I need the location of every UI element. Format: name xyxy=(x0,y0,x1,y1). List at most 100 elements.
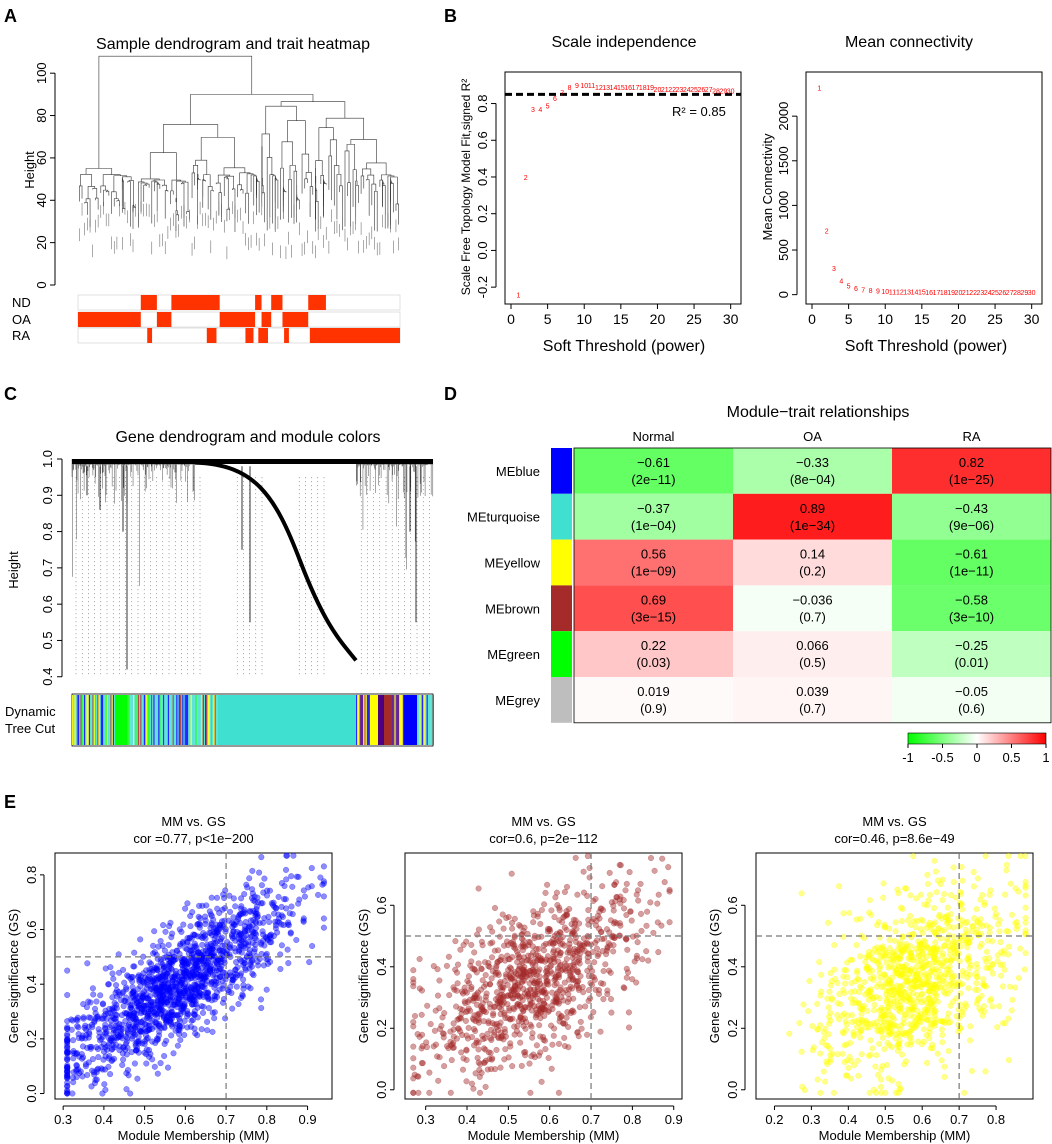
dendrogram-branch xyxy=(333,165,340,206)
data-point xyxy=(538,907,545,914)
data-point xyxy=(836,883,843,890)
data-point xyxy=(89,1056,96,1063)
heatmap-cell-value: 0.019 xyxy=(637,684,670,699)
data-point xyxy=(238,895,245,902)
data-point xyxy=(983,948,990,955)
heatmap-cell-pvalue: (0.01) xyxy=(955,655,989,670)
module-color-segment xyxy=(165,695,167,745)
data-point xyxy=(162,964,169,971)
data-point xyxy=(943,957,950,964)
data-point xyxy=(131,1060,138,1067)
data-point xyxy=(580,868,587,875)
data-point xyxy=(123,1070,130,1077)
module-color-segment xyxy=(170,695,172,745)
data-point xyxy=(883,988,890,995)
data-point xyxy=(500,925,507,932)
module-color-segment xyxy=(203,695,206,745)
power-point-label: 5 xyxy=(847,284,851,291)
data-point xyxy=(120,1003,127,1010)
dendrogram-branch xyxy=(153,179,165,186)
data-point xyxy=(120,1056,127,1063)
power-point-label: 1 xyxy=(817,86,821,93)
dendrogram-branch xyxy=(382,185,386,229)
data-point xyxy=(171,1001,178,1008)
y-tick-label: 0.2 xyxy=(374,1019,389,1037)
data-point xyxy=(476,1011,483,1018)
data-point xyxy=(138,1010,145,1017)
heatmap-column-label: RA xyxy=(962,429,980,444)
data-point xyxy=(116,1043,123,1050)
data-point xyxy=(585,907,592,914)
heatmap-row-label: MEbrown xyxy=(485,601,540,616)
trait-band-oa xyxy=(261,312,272,327)
data-point xyxy=(996,928,1003,935)
data-point xyxy=(865,987,872,994)
data-point xyxy=(431,1027,438,1034)
data-point xyxy=(410,1055,417,1062)
data-point xyxy=(64,1024,71,1031)
data-point xyxy=(537,1033,544,1040)
data-point xyxy=(445,953,452,960)
data-point xyxy=(822,1078,829,1085)
data-point xyxy=(237,911,244,918)
data-point xyxy=(187,913,194,920)
data-point xyxy=(526,1060,533,1067)
dendrogram-branch xyxy=(315,160,323,176)
data-point xyxy=(555,931,562,938)
data-point xyxy=(206,966,213,973)
data-point xyxy=(977,896,984,903)
panel-b-left-title: Scale independence xyxy=(551,34,696,51)
data-point xyxy=(105,1010,112,1017)
data-point xyxy=(843,1072,850,1079)
y-tick-label: 1000 xyxy=(776,191,791,220)
data-point xyxy=(98,1015,105,1022)
data-point xyxy=(978,940,985,947)
heatmap-cell-value: 0.89 xyxy=(800,501,825,516)
data-point xyxy=(1022,919,1029,926)
data-point xyxy=(624,946,631,953)
trait-label-oa: OA xyxy=(12,312,31,327)
power-point-label: 2 xyxy=(524,175,528,182)
dendrogram-branch xyxy=(280,101,346,119)
data-point xyxy=(416,1033,423,1040)
data-point xyxy=(264,892,271,899)
data-point xyxy=(924,871,931,878)
data-point xyxy=(111,999,118,1006)
data-point xyxy=(889,992,896,999)
data-point xyxy=(110,975,117,982)
data-point xyxy=(881,1046,888,1053)
data-point xyxy=(163,1014,170,1021)
dendrogram-branch xyxy=(156,183,161,189)
data-point xyxy=(1017,945,1024,952)
data-point xyxy=(625,969,632,976)
data-point xyxy=(827,1009,834,1016)
module-color-segment xyxy=(358,695,360,745)
data-point xyxy=(967,1037,974,1044)
data-point xyxy=(627,908,634,915)
x-tick-label: 0.9 xyxy=(299,1112,317,1127)
dendrogram-branch xyxy=(132,206,136,212)
data-point xyxy=(255,899,262,906)
data-point xyxy=(561,1034,568,1041)
data-point xyxy=(206,945,213,952)
data-point xyxy=(844,1012,851,1019)
data-point xyxy=(818,971,825,978)
data-point xyxy=(1022,904,1029,911)
data-point xyxy=(527,1089,534,1096)
heatmap-cell-value: −0.25 xyxy=(955,638,988,653)
module-color-segment xyxy=(163,695,165,745)
heatmap-cell-value: 0.82 xyxy=(959,455,984,470)
data-point xyxy=(135,1001,142,1008)
data-point xyxy=(978,992,985,999)
data-point xyxy=(842,980,849,987)
data-point xyxy=(878,1089,885,1096)
data-point xyxy=(118,997,125,1004)
data-point xyxy=(623,974,630,981)
heatmap-cell-value: −0.61 xyxy=(637,455,670,470)
data-point xyxy=(550,949,557,956)
power-point-label: 19 xyxy=(646,85,654,92)
data-point xyxy=(927,891,934,898)
y-tick-label: 0.8 xyxy=(24,866,39,884)
data-point xyxy=(967,971,974,978)
data-point xyxy=(519,979,526,986)
